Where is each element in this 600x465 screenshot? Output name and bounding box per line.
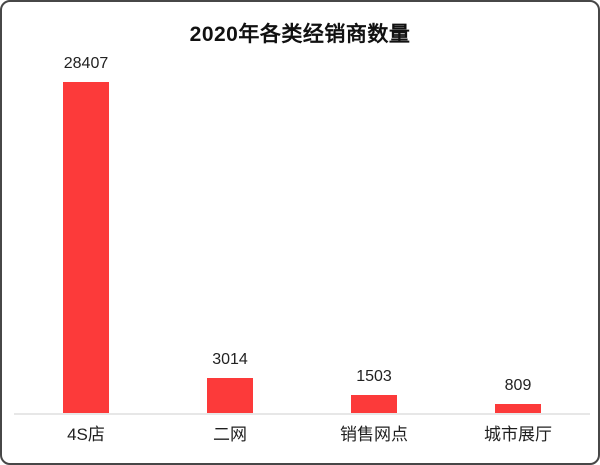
bar	[495, 404, 541, 413]
category-row: 4S店 二网 销售网点 城市展厅	[14, 425, 590, 445]
bar-column: 1503	[302, 2, 446, 413]
bar-column: 28407	[14, 2, 158, 413]
bar-value-label: 809	[504, 377, 532, 394]
bar-column: 3014	[158, 2, 302, 413]
bars-row: 28407 3014 1503 809	[14, 2, 590, 413]
bar	[63, 82, 109, 413]
bar-value-label: 28407	[63, 55, 109, 72]
bar-value-label: 1503	[356, 368, 392, 385]
bar	[207, 378, 253, 413]
bar-column: 809	[446, 2, 590, 413]
category-label: 二网	[213, 425, 247, 444]
bar	[351, 395, 397, 413]
bar-value-label: 3014	[212, 351, 248, 368]
category-label: 城市展厅	[484, 425, 552, 444]
chart-title: 2020年各类经销商数量	[189, 23, 411, 46]
category-label: 销售网点	[340, 425, 408, 444]
category-label: 4S店	[67, 425, 105, 444]
x-axis-line	[14, 413, 590, 415]
